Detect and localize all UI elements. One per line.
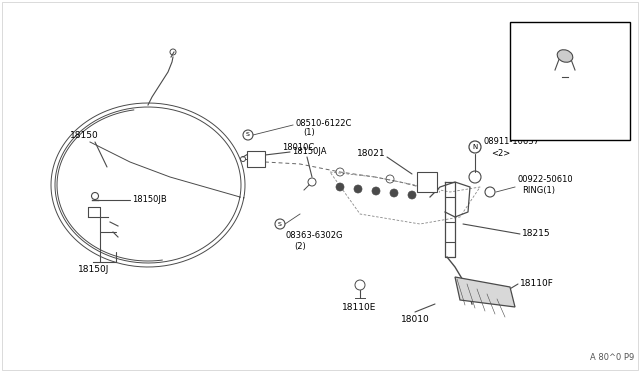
Text: 18215: 18215 xyxy=(522,230,550,238)
Text: <2>: <2> xyxy=(491,150,510,158)
Text: 18150JA: 18150JA xyxy=(292,148,326,157)
Text: S: S xyxy=(278,221,282,227)
Text: 18150J: 18150J xyxy=(78,266,109,275)
Circle shape xyxy=(336,183,344,191)
Text: 00922-50610: 00922-50610 xyxy=(517,176,573,185)
Text: 18150: 18150 xyxy=(70,131,99,140)
Text: 08911-10637: 08911-10637 xyxy=(483,138,539,147)
Circle shape xyxy=(408,191,416,199)
Text: 18110E: 18110E xyxy=(342,304,376,312)
Text: 18010C: 18010C xyxy=(282,142,314,151)
Text: 18010: 18010 xyxy=(401,315,429,324)
Text: 18150JB: 18150JB xyxy=(132,196,167,205)
Text: S: S xyxy=(246,132,250,138)
Text: 08363-6302G: 08363-6302G xyxy=(285,231,342,241)
Bar xyxy=(417,172,437,192)
Bar xyxy=(247,151,265,167)
Text: A 80^0 P9: A 80^0 P9 xyxy=(590,353,634,362)
Text: 18110F: 18110F xyxy=(520,279,554,289)
Circle shape xyxy=(390,189,398,197)
Text: (1): (1) xyxy=(303,128,315,138)
Circle shape xyxy=(372,187,380,195)
Text: 08510-6122C: 08510-6122C xyxy=(295,119,351,128)
Text: (2): (2) xyxy=(294,241,306,250)
Text: RING(1): RING(1) xyxy=(522,186,555,195)
Polygon shape xyxy=(455,277,515,307)
Text: 18021: 18021 xyxy=(357,150,386,158)
Text: N: N xyxy=(472,144,477,150)
Bar xyxy=(510,22,630,140)
Circle shape xyxy=(354,185,362,193)
Text: 1B125G: 1B125G xyxy=(548,86,582,94)
Ellipse shape xyxy=(557,50,573,62)
